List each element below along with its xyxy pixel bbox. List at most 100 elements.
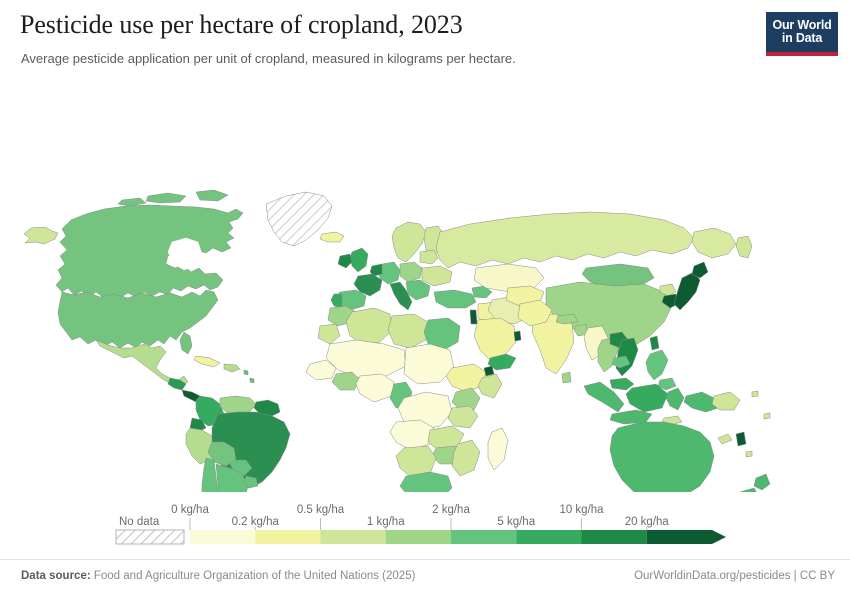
legend-bin-3[interactable] xyxy=(385,530,451,544)
region-fiji[interactable] xyxy=(735,431,747,447)
region-south-africa[interactable] xyxy=(399,471,453,492)
region-mali-niger[interactable] xyxy=(325,339,407,379)
region-papua[interactable] xyxy=(683,391,719,413)
region-ethiopia[interactable] xyxy=(445,363,487,393)
region-israel[interactable] xyxy=(469,309,478,325)
region-florida[interactable] xyxy=(179,331,193,355)
region-qatar-uae[interactable] xyxy=(513,330,522,342)
region-djibouti[interactable] xyxy=(483,365,495,377)
attribution-link[interactable]: OurWorldinData.org/pesticides | CC BY xyxy=(634,570,835,582)
region-saudi-arabia[interactable] xyxy=(473,317,517,361)
legend-bin-1[interactable] xyxy=(255,530,321,544)
region-guianas[interactable] xyxy=(253,399,281,417)
region-scandinavia[interactable] xyxy=(391,221,427,263)
region-balkans[interactable] xyxy=(405,279,431,301)
region-sumatra[interactable] xyxy=(583,381,625,413)
region-japan-north[interactable] xyxy=(691,261,709,279)
region-russia-far-east[interactable] xyxy=(691,227,737,259)
region-turkey[interactable] xyxy=(433,289,477,309)
region-uruguay[interactable] xyxy=(243,475,259,489)
region-nigeria[interactable] xyxy=(355,373,395,403)
map-legend[interactable]: No data 0 kg/ha 0.2 kg/ha 0.5 kg/ha 1 kg… xyxy=(0,496,850,554)
region-malaysia[interactable] xyxy=(609,377,635,391)
region-russia[interactable] xyxy=(435,211,695,269)
world-choropleth-map[interactable] xyxy=(0,92,850,492)
region-north-korea[interactable] xyxy=(659,283,677,297)
region-caucasus[interactable] xyxy=(471,285,493,299)
region-venezuela[interactable] xyxy=(219,395,257,415)
region-pacific-islets[interactable] xyxy=(745,390,771,458)
region-kamchatka[interactable] xyxy=(735,235,753,259)
region-italy[interactable] xyxy=(389,281,413,311)
region-poland[interactable] xyxy=(399,261,423,283)
region-canada-arctic-2[interactable] xyxy=(195,189,229,202)
data-source: Data source: Food and Agriculture Organi… xyxy=(21,570,415,582)
region-philippines-south[interactable] xyxy=(657,377,677,391)
region-argentina[interactable] xyxy=(210,463,249,492)
region-somalia[interactable] xyxy=(477,373,503,399)
region-portugal[interactable] xyxy=(330,293,343,309)
data-source-label: Data source: xyxy=(21,570,91,582)
chart-footer: Data source: Food and Agriculture Organi… xyxy=(0,559,850,600)
legend-tick-label-6: 10 kg/ha xyxy=(559,504,604,516)
region-sulawesi[interactable] xyxy=(665,387,685,411)
legend-no-data-swatch[interactable] xyxy=(115,529,185,545)
legend-bin-4[interactable] xyxy=(451,530,517,544)
region-hispaniola[interactable] xyxy=(223,363,241,373)
region-madagascar[interactable] xyxy=(487,427,509,471)
region-nepal-bhutan[interactable] xyxy=(555,313,579,325)
region-libya[interactable] xyxy=(387,313,429,349)
region-south-korea[interactable] xyxy=(661,293,679,309)
region-tanzania[interactable] xyxy=(447,405,479,429)
region-taiwan[interactable] xyxy=(649,335,660,351)
region-cambodia[interactable] xyxy=(611,355,631,369)
region-philippines[interactable] xyxy=(645,349,669,381)
legend-bin-5[interactable] xyxy=(516,530,582,544)
region-benelux[interactable] xyxy=(369,263,383,277)
region-iceland[interactable] xyxy=(319,231,345,243)
region-chile[interactable] xyxy=(196,457,219,492)
region-united-kingdom[interactable] xyxy=(349,247,369,273)
region-borneo[interactable] xyxy=(625,383,669,413)
region-kenya[interactable] xyxy=(451,387,481,411)
region-bangladesh[interactable] xyxy=(573,323,589,337)
region-pakistan[interactable] xyxy=(517,299,553,327)
region-mozambique[interactable] xyxy=(451,439,481,477)
region-papua-new-guinea[interactable] xyxy=(711,391,741,411)
region-new-caledonia[interactable] xyxy=(717,433,733,445)
legend-bin-2[interactable] xyxy=(320,530,386,544)
region-new-zealand-south[interactable] xyxy=(738,487,760,492)
region-senegal-guinea[interactable] xyxy=(305,359,337,381)
region-baltics[interactable] xyxy=(419,249,439,265)
legend-bin-0[interactable] xyxy=(190,530,256,544)
region-cuba[interactable] xyxy=(193,355,221,368)
legend-tick-label-5: 5 kg/ha xyxy=(497,516,535,528)
region-angola[interactable] xyxy=(389,419,435,451)
legend-no-data-label: No data xyxy=(119,516,160,528)
region-caribbean-islets[interactable] xyxy=(243,369,255,384)
region-united-states[interactable] xyxy=(57,289,219,349)
region-japan[interactable] xyxy=(673,271,701,311)
region-ireland[interactable] xyxy=(337,253,353,269)
region-alaska[interactable] xyxy=(23,226,59,245)
page-title: Pesticide use per hectare of cropland, 2… xyxy=(20,10,463,39)
our-world-in-data-logo[interactable]: Our World in Data xyxy=(766,12,838,56)
region-ukraine[interactable] xyxy=(421,265,453,287)
region-yemen[interactable] xyxy=(487,353,517,371)
region-australia[interactable] xyxy=(609,421,715,492)
legend-bin-7-arrow[interactable] xyxy=(646,530,726,544)
region-greenland[interactable] xyxy=(265,191,333,247)
region-canada-arctic-3[interactable] xyxy=(117,197,147,207)
region-mexico[interactable] xyxy=(95,339,189,387)
region-canada[interactable] xyxy=(55,204,244,299)
region-sudan[interactable] xyxy=(403,343,455,385)
region-sri-lanka[interactable] xyxy=(561,371,572,384)
region-algeria[interactable] xyxy=(345,307,393,345)
region-west-sahara[interactable] xyxy=(317,323,341,345)
region-egypt[interactable] xyxy=(423,317,461,351)
region-canada-arctic-1[interactable] xyxy=(145,192,187,204)
region-ghana-togo[interactable] xyxy=(331,371,361,391)
legend-bin-6[interactable] xyxy=(581,530,647,544)
region-new-zealand-north[interactable] xyxy=(753,473,771,491)
region-hudson-bay xyxy=(167,237,203,271)
